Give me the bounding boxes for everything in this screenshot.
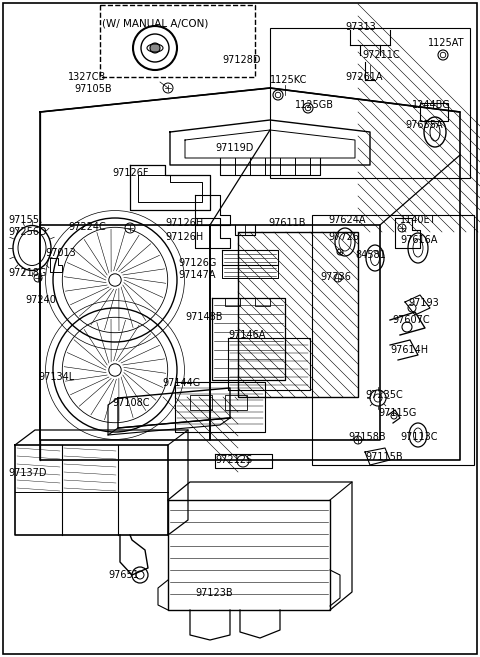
Text: 97240: 97240 [25,295,56,305]
Text: (W/ MANUAL A/CON): (W/ MANUAL A/CON) [102,18,208,28]
Text: 97113C: 97113C [400,432,437,442]
Text: 1125KC: 1125KC [270,75,307,85]
Text: 97155: 97155 [8,215,39,225]
Bar [420,103,448,121]
Text: 97651: 97651 [108,570,139,580]
Text: 97736: 97736 [320,272,351,282]
Circle shape [109,364,121,376]
Text: 97144G: 97144G [162,378,200,388]
Text: 97115B: 97115B [365,452,403,462]
Text: 1327CB: 1327CB [68,72,106,82]
Text: 97123B: 97123B [195,588,233,598]
Text: 1244BG: 1244BG [412,100,451,110]
Text: 97235C: 97235C [365,390,403,400]
Circle shape [150,43,160,53]
Bar [270,28,470,178]
Text: 97126H: 97126H [165,232,203,242]
Text: 97134L: 97134L [38,372,74,382]
Text: 97607C: 97607C [392,315,430,325]
Bar [238,232,358,397]
Bar [225,395,247,410]
Text: 97611B: 97611B [268,218,305,228]
Text: 1125AT: 1125AT [428,38,465,48]
Text: 97147A: 97147A [178,270,216,280]
Text: 97313: 97313 [345,22,376,32]
Text: 97158B: 97158B [348,432,385,442]
Text: 97218G: 97218G [8,268,47,278]
Circle shape [109,274,121,286]
Text: 97146A: 97146A [228,330,265,340]
Text: 97119D: 97119D [215,143,253,153]
Text: 97614H: 97614H [390,345,428,355]
Text: 97655A: 97655A [405,120,443,130]
Text: 84581: 84581 [355,250,386,260]
Text: 97261A: 97261A [345,72,383,82]
Text: 97105B: 97105B [74,84,112,94]
Text: 97115G: 97115G [378,408,416,418]
Text: 97212S: 97212S [215,455,252,465]
Text: 97126G: 97126G [178,258,216,268]
Text: 97224C: 97224C [68,222,106,232]
Text: 97211C: 97211C [362,50,400,60]
Bar [255,298,270,306]
Text: 97126H: 97126H [165,218,203,228]
Bar [312,215,474,465]
Text: 97013: 97013 [45,248,76,258]
Text: 97137D: 97137D [8,468,47,478]
Text: 97108C: 97108C [112,398,149,408]
Bar [225,298,240,306]
Text: 1140ET: 1140ET [400,215,436,225]
Text: 97726: 97726 [328,232,359,242]
Bar [190,395,212,410]
Text: 1125GB: 1125GB [295,100,334,110]
Text: 97126F: 97126F [112,168,148,178]
Text: 97624A: 97624A [328,215,365,225]
Text: 97128D: 97128D [222,55,261,65]
Text: 97148B: 97148B [185,312,223,322]
Text: 97193: 97193 [408,298,439,308]
Text: 97616A: 97616A [400,235,437,245]
Text: 97256D: 97256D [8,227,47,237]
